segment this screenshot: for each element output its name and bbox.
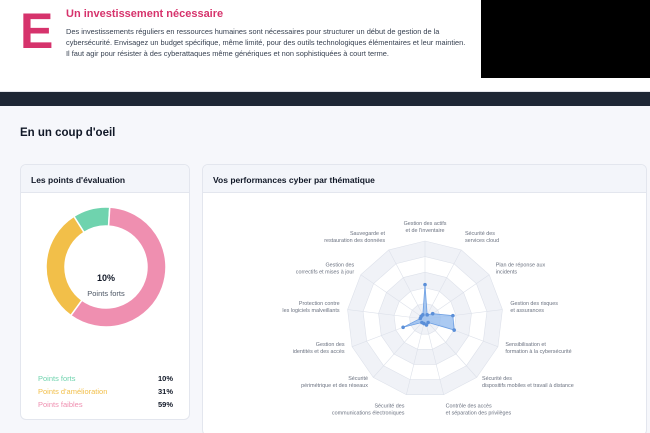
donut-slice-points-d-am-lioration <box>45 215 86 317</box>
radar-axis-label: Sensibilisation et formation à la cybersé… <box>505 342 571 355</box>
radar-axis-label: Sauvegarde et restauration des données <box>324 231 385 244</box>
evaluation-card-title: Les points d'évaluation <box>21 165 189 193</box>
dark-divider-bar <box>0 92 650 106</box>
performance-card-title: Vos performances cyber par thématique <box>203 165 646 193</box>
radar-axis-line <box>424 318 477 378</box>
legend-label: Points forts <box>38 374 76 383</box>
radar-data-point <box>423 282 427 287</box>
radar-axis-line <box>424 318 444 395</box>
legend-value: 10% <box>157 374 173 383</box>
legend-label: Points faibles <box>38 400 83 409</box>
radar-axis-label: Sécurité périmétrique et des réseaux <box>301 376 368 389</box>
radar-axis-label: Sécurité des services cloud <box>465 231 499 244</box>
radar-axis-line <box>347 309 426 320</box>
legend-item-weak: Points faibles 59% <box>38 400 173 413</box>
legend-value: 59% <box>157 400 173 409</box>
legend-value: 31% <box>157 387 173 396</box>
radar-axis-line <box>406 318 426 395</box>
video-player[interactable] <box>481 0 650 78</box>
radar-axis-label: Gestion des correctifs et mises à jour <box>296 263 355 276</box>
radar-axis-label: Sécurité des communications électroniques <box>332 404 405 417</box>
main-content: En un coup d'oeil Les points d'évaluatio… <box>0 106 650 433</box>
radar-data-point <box>451 313 455 318</box>
radar-axis-line <box>424 274 490 320</box>
performance-card: Vos performances cyber par thématique Ge… <box>202 164 647 433</box>
donut-legend: Points forts 10% Points d'amélioration 3… <box>38 374 173 413</box>
donut-center-label: Points forts <box>87 289 125 298</box>
radar-data-point <box>452 328 456 332</box>
legend-item-improvement: Points d'amélioration 31% <box>38 387 173 400</box>
banner-title: Un investissement nécessaire <box>66 8 224 20</box>
radar-data-point <box>420 320 424 325</box>
radar-data-point <box>401 325 405 330</box>
radar-axis-label: Gestion des identités et des accès <box>293 342 345 355</box>
radar-axis-label: Plan de réponse aux incidents <box>496 263 546 276</box>
radar-axis-line <box>360 274 426 320</box>
radar-axis-label: Protection contre les logiciels malveilla… <box>282 301 340 314</box>
radar-axis-line <box>373 318 426 378</box>
radar-data-point <box>425 313 429 317</box>
radar-axis-label: Sécurité des dispositifs mobiles et trava… <box>482 376 574 389</box>
banner-description: Des investissements réguliers en ressour… <box>66 27 466 58</box>
donut-center-value: 10% <box>96 273 115 283</box>
radar-axis-label: Contrôle des accès et séparation des priv… <box>446 404 512 417</box>
radar-axis-line <box>424 249 462 320</box>
radar-axis-line <box>388 249 426 320</box>
grade-banner: E Un investissement nécessaire Des inves… <box>0 0 650 92</box>
radar-data-point <box>424 323 429 327</box>
radar-data-point <box>421 313 425 317</box>
legend-item-strong: Points forts 10% <box>38 374 173 387</box>
donut-chart <box>45 206 167 328</box>
radar-data-point <box>426 320 430 325</box>
radar-chart: Gestion des actifs et de l'inventaire Sécu… <box>282 221 574 417</box>
legend-label: Points d'amélioration <box>38 387 108 396</box>
section-title: En un coup d'oeil <box>20 127 116 139</box>
evaluation-card: Les points d'évaluation 10% Points forts… <box>20 164 190 420</box>
grade-letter: E <box>20 3 54 59</box>
radar-axis-label: Gestion des actifs et de l'inventaire <box>404 221 447 234</box>
radar-data-point <box>430 311 435 316</box>
donut-slice-points-faibles <box>69 206 167 328</box>
radar-axis-label: Gestion des risques et assurances <box>510 301 558 314</box>
